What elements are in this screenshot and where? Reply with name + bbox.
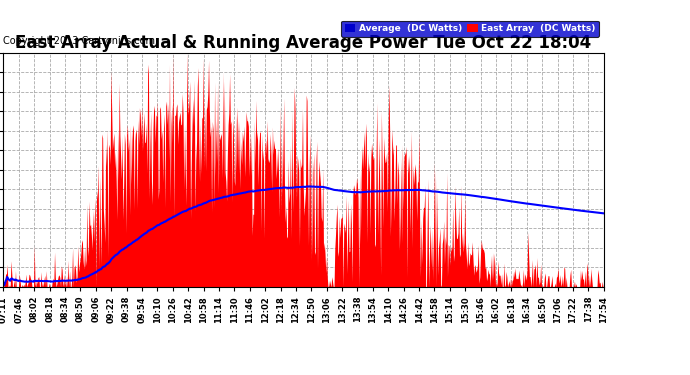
Text: Copyright 2013 Cartronics.com: Copyright 2013 Cartronics.com <box>3 36 155 46</box>
Title: East Array Actual & Running Average Power Tue Oct 22 18:04: East Array Actual & Running Average Powe… <box>15 34 592 53</box>
Legend: Average  (DC Watts), East Array  (DC Watts): Average (DC Watts), East Array (DC Watts… <box>341 21 599 37</box>
